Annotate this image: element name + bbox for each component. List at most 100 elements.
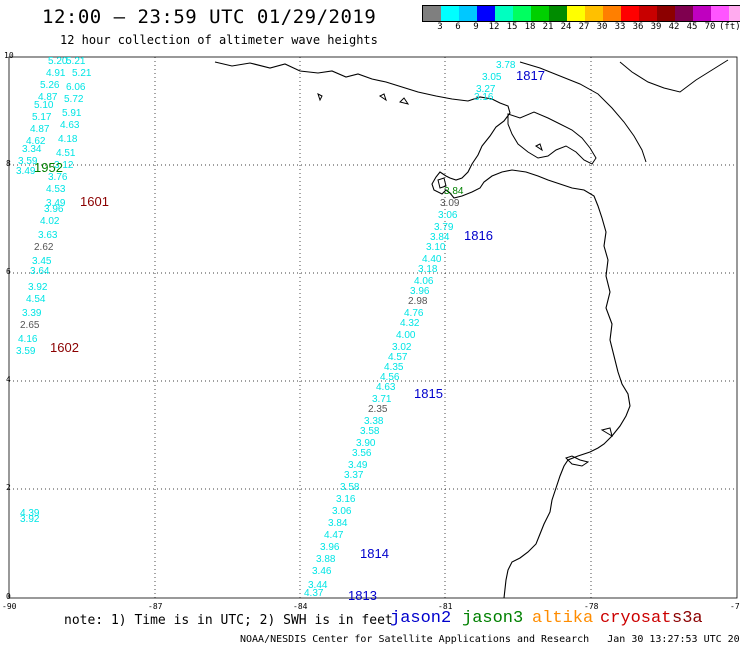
wave-height-label: 3.84 [430,232,450,243]
wave-height-labels: 5.205.214.91 5.215.26 6.064.87 5.725.105.91… [16,56,516,599]
wave-height-label: 4.32 [400,318,420,329]
color-scale-label: 3 [437,22,443,32]
color-scale-label: 18 [524,22,536,32]
color-swatch [693,6,711,21]
wave-height-label: 3.96 [44,204,64,215]
wave-height-label: 3.27 [476,84,496,95]
color-swatch [531,6,549,21]
y-tick-label: 2 [6,483,11,492]
wave-height-label: 3.76 [48,172,68,183]
color-scale-label: 15 [506,22,518,32]
wave-height-label: 5.21 [72,68,92,79]
color-scale-label: 33 [614,22,626,32]
wave-height-label: 3.45 [32,256,52,267]
wave-height-label: 4.16 [18,334,38,345]
wave-height-label: 4.63 [376,382,396,393]
pass-number-label: 1817 [516,68,545,83]
wave-height-label: 3.39 [22,308,42,319]
y-tick-label: 8 [6,159,11,168]
color-swatch [549,6,567,21]
wave-height-label: 4.91 [46,68,66,79]
map-frame [8,56,738,599]
color-scale-bar [422,5,740,22]
wave-height-label: 4.39 [20,508,40,519]
color-swatch [423,6,441,21]
wave-height-label: 4.37 [304,588,324,599]
wave-height-label: 3.09 [440,198,460,209]
wave-height-label: 4.00 [396,330,416,341]
satellite-legend-entry: altika [532,609,594,628]
color-swatch [441,6,459,21]
pass-number-label: 1952 [34,160,63,175]
wave-height-label: 5.10 [34,100,54,111]
pass-labels: 1952 1601 1602 1817 1816 1815 1814 1813 [34,68,545,603]
wave-height-label: 4.53 [46,184,66,195]
color-swatch [603,6,621,21]
x-tick-label: -78 [584,602,599,611]
wave-height-label: 5.26 [40,80,60,91]
x-tick-label: -75 [730,602,740,611]
color-scale-label: 9 [473,22,479,32]
color-swatch [513,6,531,21]
color-swatch [711,6,729,21]
wave-height-label: 3.96 [320,542,340,553]
wave-height-label: 3.90 [356,438,376,449]
color-scale-label: 36 [632,22,644,32]
pass-number-label: 1814 [360,546,389,561]
color-scale-label: 42 [668,22,680,32]
map-title: 12:00 – 23:59 UTC 01/29/2019 [42,6,377,28]
color-scale-label: 6 [455,22,461,32]
wave-height-label: 3.37 [344,470,364,481]
wave-height-label: 3.58 [340,482,360,493]
pass-number-label: 1602 [50,340,79,355]
wave-height-label: 3.10 [426,242,446,253]
color-scale-label: (ft) [719,22,740,32]
wave-height-label: 3.06 [438,210,458,221]
wave-height-label: 5.72 [64,94,84,105]
y-tick-label: 6 [6,267,11,276]
wave-height-label: 4.87 [38,92,58,103]
color-swatch [675,6,693,21]
x-tick-label: -90 [2,602,17,611]
color-swatch [495,6,513,21]
wave-height-label: 3.06 [332,506,352,517]
pass-number-label: 1813 [348,588,377,603]
wave-height-label: 3.49 [16,166,36,177]
wave-height-label: 4.51 [56,148,76,159]
color-swatch [657,6,675,21]
wave-height-label: 5.17 [32,112,52,123]
wave-height-label: 3.88 [316,554,336,565]
color-scale-label: 21 [542,22,554,32]
wave-height-label: 3.92 [20,514,40,525]
pass-number-label: 1601 [80,194,109,209]
wave-height-label: 3.12 [54,160,74,171]
wave-height-label: 3.64 [30,266,50,277]
wave-height-label: 3.92 [28,282,48,293]
wave-height-label: 3.59 [18,156,38,167]
color-swatch [585,6,603,21]
map-subtitle: 12 hour collection of altimeter wave hei… [60,33,378,47]
color-scale-label: 30 [596,22,608,32]
wave-height-label: 4.62 [26,136,46,147]
color-scale-label: 39 [650,22,662,32]
wave-height-label: 4.54 [26,294,46,305]
wave-height-label: 3.05 [482,72,502,83]
northeast-coast [519,59,729,163]
wave-height-label: 4.18 [58,134,78,145]
wave-height-label: 3.96 [410,286,430,297]
wave-height-label: 3.44 [308,580,328,591]
x-tick-label: -81 [438,602,453,611]
footnote: note: 1) Time is in UTC; 2) SWH is in fe… [64,613,393,628]
lat-lon-grid [9,57,737,598]
y-tick-label: 0 [6,592,11,601]
wave-height-label: 4.76 [404,308,424,319]
wave-height-label: 3.71 [372,394,392,405]
wave-height-label: 2.35 [368,404,388,415]
wave-height-label: 4.02 [40,216,60,227]
x-tick-label: -84 [293,602,308,611]
wave-height-label: 3.49 [46,198,66,209]
wave-height-label: 3.78 [496,60,516,71]
wave-height-label: 5.20 [48,56,68,67]
islands [317,93,613,467]
wave-height-label: 3.79 [434,222,454,233]
